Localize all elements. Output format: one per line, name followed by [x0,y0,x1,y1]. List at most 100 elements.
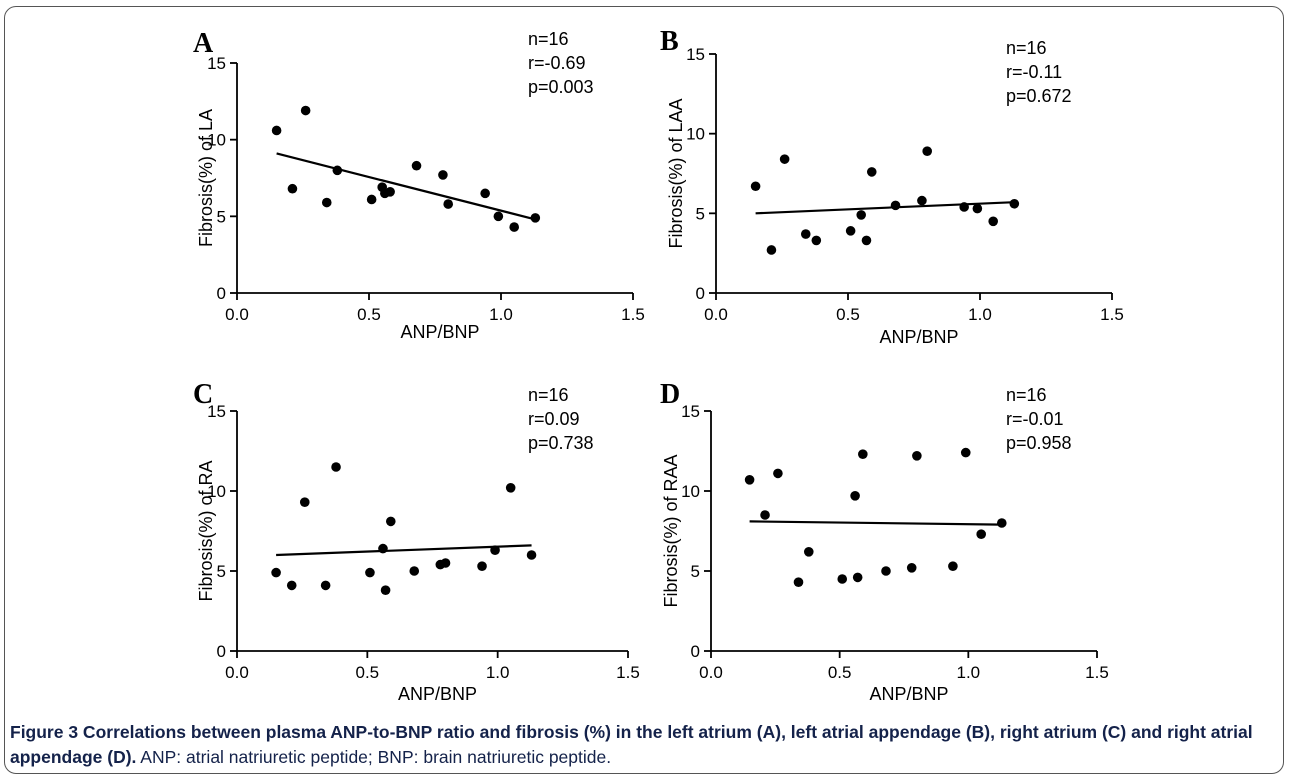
data-point [858,449,868,460]
panel-d: 0 5 10 15 0.0 0.5 1.0 1.5 ANP/BNP Fibrosis(%) of … [660,379,1109,704]
stat-label: r=0.09 [528,409,580,429]
stat-label: p=0.958 [1006,433,1072,453]
data-point [922,146,932,156]
y-tick-label: 15 [207,402,226,421]
data-point [526,550,537,560]
x-tick-label: 0.0 [225,663,249,682]
data-point [365,567,375,578]
data-point [331,462,341,472]
regression-line [755,201,1015,215]
panel-letter: C [193,379,213,410]
panel-letter: D [660,379,680,410]
data-point [881,566,891,576]
data-point [385,516,396,527]
data-point [509,222,519,232]
data-point [411,160,422,171]
data-point [493,211,504,222]
data-point [477,561,487,571]
x-tick-label: 0.5 [836,305,860,324]
x-axis-label: ANP/BNP [400,322,479,342]
data-point [948,561,958,571]
stat-label: p=0.672 [1006,86,1072,106]
data-point [800,229,811,239]
data-point [271,567,281,578]
y-tick-label: 0 [696,284,705,303]
data-point [299,497,310,508]
data-point [440,558,451,568]
figure-caption: Figure 3 Correlations between plasma ANP… [10,720,1275,770]
x-axis-label: ANP/BNP [398,684,477,704]
y-axis-label: Fibrosis(%) of LA [196,109,216,247]
caption-note: ANP: atrial natriuretic peptide; BNP: br… [136,747,612,767]
data-point [996,518,1007,528]
data-point [850,491,860,501]
data-point [972,203,983,214]
data-point [960,447,971,458]
x-tick-label: 1.0 [489,305,513,324]
x-tick-label: 0.0 [699,663,723,682]
stat-label: r=-0.11 [1006,62,1062,82]
data-point [271,125,282,136]
data-point [793,577,804,587]
data-point [380,585,391,595]
data-point [443,199,454,209]
data-point [409,566,420,576]
data-point [366,194,377,205]
panel-b: 0 5 10 15 0.0 0.5 1.0 1.5 ANP/BNP Fibrosis(%) of … [660,26,1124,347]
data-point [760,510,770,520]
stat-label: n=16 [528,385,569,405]
stat-label: r=-0.69 [528,53,586,73]
y-tick-label: 5 [691,562,700,581]
y-tick-label: 0 [217,284,226,303]
regression-line [276,544,532,557]
data-point [837,574,848,584]
y-tick-label: 10 [686,125,705,144]
data-point [438,170,448,180]
y-tick-label: 10 [207,131,226,150]
data-point [505,483,516,493]
panel-c: 0 5 10 15 0.0 0.5 1.0 1.5 ANP/BNP Fibrosis(%) of … [193,379,640,704]
data-point [320,580,331,591]
panel-a: 0 5 10 15 0.0 0.5 1.0 1.5 ANP/BNP Fibrosis(%) of … [193,28,645,342]
data-point [1009,198,1020,209]
caption-title: Figure 3 Correlations between plasma ANP… [10,722,1253,767]
stat-label: n=16 [1006,38,1047,58]
data-point [852,572,863,583]
data-point [890,200,901,211]
y-axis-label: Fibrosis(%) of RA [196,460,216,601]
data-point [959,202,969,212]
data-point [490,545,500,555]
y-tick-label: 10 [681,482,700,501]
x-tick-label: 1.5 [616,663,640,682]
y-tick-label: 15 [681,402,700,421]
data-point [287,183,298,194]
x-tick-label: 1.0 [486,663,510,682]
x-tick-label: 0.5 [357,305,381,324]
data-point [803,547,814,557]
data-point [861,235,872,246]
data-point [750,181,761,192]
data-point [300,105,311,116]
data-point [917,195,927,206]
x-tick-label: 1.5 [1100,305,1124,324]
data-point [773,468,783,479]
data-point [744,475,755,485]
data-point [378,543,388,554]
regression-line [276,152,536,221]
stat-label: n=16 [528,29,569,49]
x-tick-label: 0.0 [704,305,728,324]
data-point [866,167,877,177]
x-tick-label: 0.5 [828,663,852,682]
x-tick-label: 0.0 [225,305,249,324]
data-point [845,226,856,236]
stat-label: r=-0.01 [1006,409,1064,429]
x-tick-label: 0.5 [356,663,380,682]
y-tick-label: 15 [686,45,705,64]
figure-frame [4,6,1284,774]
data-point [286,580,297,591]
y-tick-label: 15 [207,54,226,73]
data-point [766,245,777,255]
data-point [976,529,986,539]
data-point [912,451,922,461]
